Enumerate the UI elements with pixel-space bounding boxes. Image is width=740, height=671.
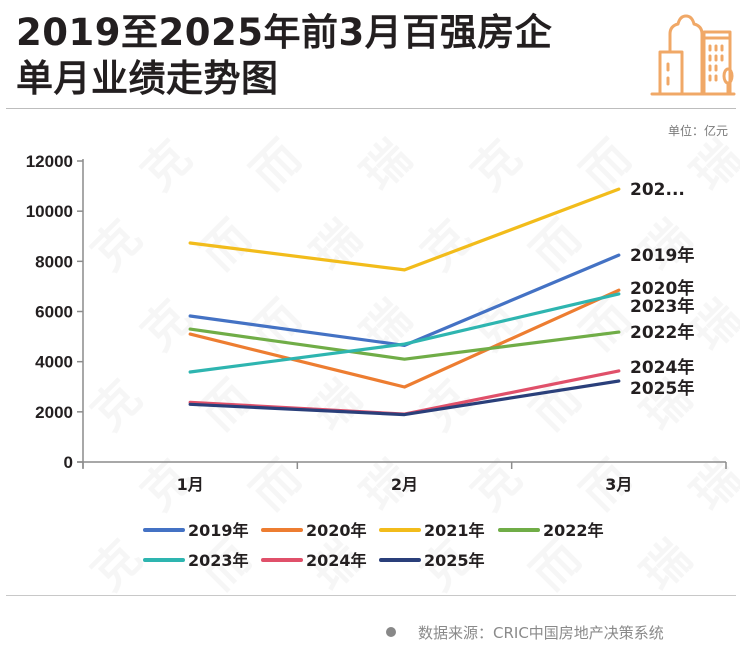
y-tick-label: 4000 [35,353,73,372]
x-tick-label: 2月 [391,475,418,494]
chart-title: 2019至2025年前3月百强房企 单月业绩走势图 [16,10,552,102]
legend-item: 2021年 [379,521,485,540]
legend-label: 2020年 [306,521,367,540]
legend-item: 2020年 [261,521,367,540]
legend-label: 2024年 [306,551,367,570]
series-end-label: 2022年 [630,322,694,343]
legend: 2019年 2020年 2021年 2022年 2023年 2024年 2025年 [143,521,604,570]
y-tick-label: 0 [64,453,73,472]
series-line-2021 [188,187,621,272]
title-line-1: 2019至2025年前3月百强房企 [16,11,553,54]
footer-divider [6,595,736,596]
y-tick-label: 10000 [26,202,73,221]
series-end-label: 2019年 [630,245,694,266]
x-tick-label: 1月 [177,475,204,494]
legend-label: 2019年 [188,521,249,540]
series-line-2020 [188,288,621,389]
bullet-icon [386,627,396,637]
source-note: 数据来源：CRIC中国房地产决策系统 [386,622,664,643]
y-tick-label: 8000 [35,252,73,271]
legend-item: 2019年 [143,521,249,540]
y-tick-label: 6000 [35,303,73,322]
city-buildings-icon [650,14,736,96]
legend-label: 2025年 [424,551,485,570]
legend-item: 2024年 [261,551,367,570]
series-line-2023 [188,292,621,374]
legend-label: 2023年 [188,551,249,570]
unit-label: 单位：亿元 [667,124,728,138]
legend-label: 2022年 [543,521,604,540]
series-end-label: 202... [630,180,685,200]
header-divider [6,108,736,109]
axes: 0 2000 4000 6000 8000 10000 12000 1月 2月 3月 [26,152,727,494]
title-line-2: 单月业绩走势图 [16,57,279,100]
series-end-label: 2023年 [630,296,694,317]
series-line-2025 [188,379,621,417]
legend-item: 2025年 [379,551,485,570]
legend-item: 2022年 [498,521,604,540]
series-line-2022 [188,327,621,361]
series-end-label: 2020年 [630,278,694,299]
series-end-label: 2025年 [630,378,694,399]
series-lines [188,187,621,417]
legend-item: 2023年 [143,551,249,570]
x-tick-label: 3月 [605,475,632,494]
legend-label: 2021年 [424,521,485,540]
source-text: 数据来源：CRIC中国房地产决策系统 [418,624,664,642]
y-tick-label: 12000 [26,152,73,171]
series-end-label: 2024年 [630,357,694,378]
y-tick-label: 2000 [35,403,73,422]
